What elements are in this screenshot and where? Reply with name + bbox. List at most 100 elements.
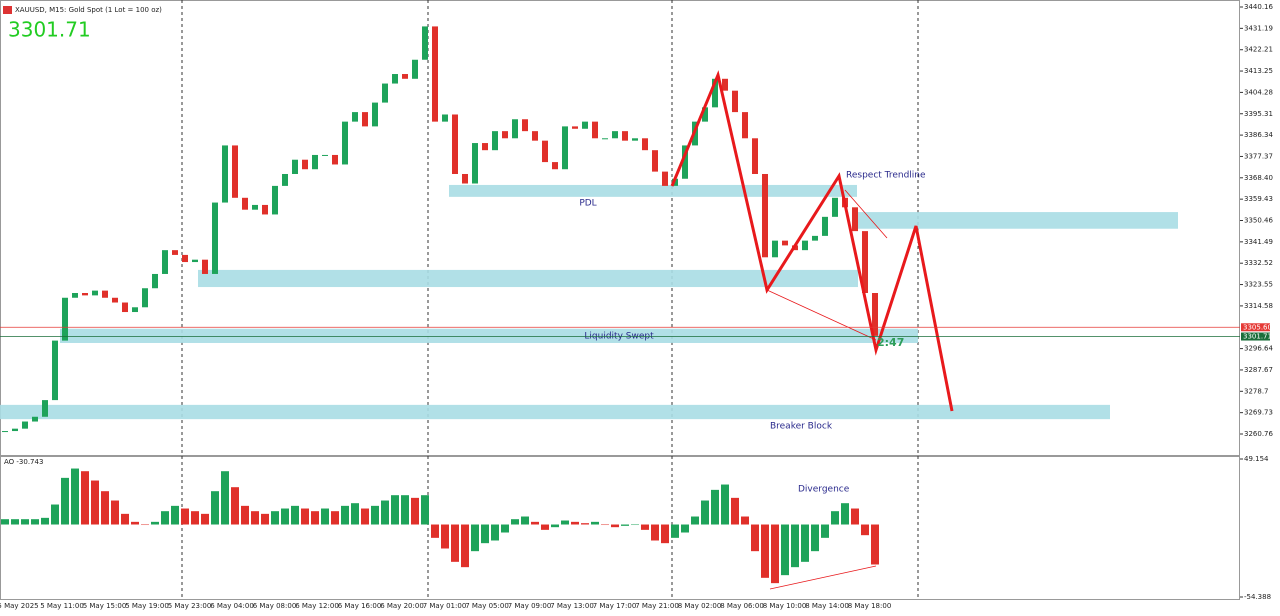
- candle: [382, 83, 388, 103]
- candle: [392, 74, 398, 84]
- candle: [642, 138, 648, 151]
- ao-bar: [851, 508, 859, 525]
- zone: [0, 404, 1110, 420]
- ao-bar: [561, 520, 569, 525]
- time-label: 7 May 09:00: [508, 602, 552, 610]
- ao-bar: [471, 524, 479, 552]
- ao-bar: [201, 513, 209, 525]
- candle: [32, 416, 38, 422]
- candle: [852, 207, 858, 232]
- candle: [732, 90, 738, 113]
- candle: [332, 154, 338, 165]
- ao-bar: [481, 524, 489, 544]
- ao-bar: [601, 524, 609, 526]
- candle: [622, 131, 628, 141]
- candle: [132, 307, 138, 313]
- ao-bar: [421, 495, 429, 525]
- ao-bar: [431, 524, 439, 538]
- candle: [602, 138, 608, 140]
- candle: [772, 240, 778, 258]
- ao-bar: [261, 513, 269, 525]
- time-label: 7 May 13:00: [550, 602, 594, 610]
- candle: [362, 112, 368, 127]
- candle: [522, 119, 528, 132]
- ao-bar: [111, 500, 119, 525]
- ao-bar: [811, 524, 819, 552]
- ao-bar: [191, 511, 199, 525]
- price-tick-label: 3359.43: [1244, 195, 1273, 203]
- price-tick-label: 3395.31: [1244, 110, 1273, 118]
- candle: [682, 145, 688, 179]
- ao-bar: [41, 517, 49, 525]
- candle: [582, 121, 588, 129]
- time-label: 6 May 08:00: [253, 602, 297, 610]
- candle: [402, 74, 408, 79]
- ao-bar: [491, 524, 499, 541]
- current-price: 3301.71: [8, 18, 91, 42]
- candle: [592, 121, 598, 139]
- ao-bar: [761, 524, 769, 578]
- ao-bar: [91, 480, 99, 525]
- price-tick-label: 3296.64: [1244, 345, 1273, 353]
- ao-bar: [521, 516, 529, 525]
- ao-bar: [801, 524, 809, 562]
- candle: [52, 340, 58, 401]
- candle: [162, 250, 168, 274]
- price-tick-label: 3260.76: [1244, 430, 1273, 438]
- ao-bar: [241, 505, 249, 525]
- time-label: 5 May 2025: [0, 602, 39, 610]
- zone-label: PDL: [579, 199, 596, 209]
- candle: [42, 400, 48, 417]
- time-label: 8 May 02:00: [678, 602, 722, 610]
- price-tag: [1241, 332, 1270, 341]
- price-tick-label: 3422.21: [1244, 46, 1273, 54]
- ao-bar: [101, 491, 109, 525]
- candle: [82, 292, 88, 296]
- price-tag-label: 3305.60: [1243, 323, 1272, 331]
- ao-bar: [871, 524, 879, 565]
- ao-bar: [181, 508, 189, 525]
- timer: 2:47: [877, 336, 904, 349]
- candle: [442, 114, 448, 122]
- ao-bar: [401, 495, 409, 525]
- ao-bar: [121, 513, 129, 525]
- candle: [492, 131, 498, 151]
- ao-bar: [31, 519, 39, 525]
- candle: [512, 119, 518, 139]
- ao-bar: [281, 508, 289, 525]
- candle: [232, 145, 238, 198]
- candle: [262, 204, 268, 215]
- time-label: 7 May 21:00: [635, 602, 679, 610]
- ao-bar: [691, 516, 699, 525]
- ao-bar: [311, 511, 319, 525]
- ao-bar: [611, 524, 619, 528]
- candle: [112, 297, 118, 303]
- ao-bar: [321, 508, 329, 525]
- ao-bar: [451, 524, 459, 562]
- time-label: 6 May 12:00: [295, 602, 339, 610]
- ao-bar: [231, 487, 239, 525]
- ao-bar: [171, 505, 179, 525]
- price-tick-label: 3341.49: [1244, 238, 1273, 246]
- zone: [858, 212, 1178, 229]
- price-tick-label: 3386.34: [1244, 131, 1273, 139]
- ao-bar: [501, 524, 509, 533]
- candle: [812, 235, 818, 241]
- candle: [872, 292, 878, 336]
- ao-bar: [681, 524, 689, 533]
- candle: [412, 59, 418, 79]
- candle: [342, 121, 348, 165]
- ao-bar: [831, 511, 839, 525]
- ao-bar: [791, 524, 799, 568]
- time-label: 5 May 11:00: [40, 602, 84, 610]
- ao-bar: [671, 524, 679, 538]
- time-label: 8 May 18:00: [848, 602, 892, 610]
- candle: [12, 428, 18, 432]
- candle: [572, 126, 578, 129]
- candle: [702, 107, 708, 122]
- ao-bar: [551, 524, 559, 528]
- candle: [92, 290, 98, 296]
- ao-bar: [21, 519, 29, 525]
- candle: [352, 112, 358, 122]
